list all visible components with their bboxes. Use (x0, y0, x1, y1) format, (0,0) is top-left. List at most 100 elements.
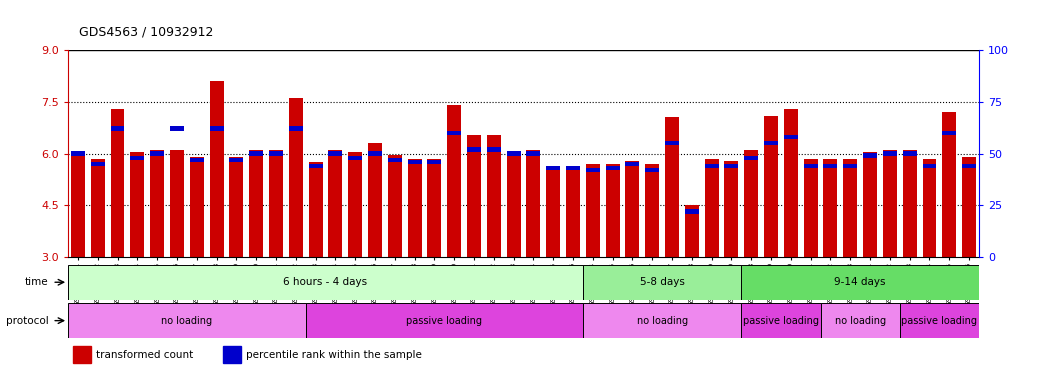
Bar (566, 166, 580, 257)
Bar (665, 118, 678, 257)
Bar (229, 157, 243, 257)
Bar (863, 152, 877, 257)
Bar (387, 157, 402, 162)
Bar (467, 135, 481, 257)
Text: passive loading: passive loading (901, 316, 977, 326)
Bar (605, 166, 620, 170)
Text: protocol: protocol (5, 316, 48, 326)
Bar (527, 150, 540, 257)
Bar (309, 164, 322, 168)
Bar (824, 159, 838, 257)
Text: no loading: no loading (161, 316, 213, 326)
Bar (899, 303, 979, 338)
Bar (583, 303, 741, 338)
Text: passive loading: passive loading (743, 316, 819, 326)
Text: 6 hours - 4 days: 6 hours - 4 days (284, 277, 367, 287)
Bar (547, 167, 560, 257)
Text: GDS4563 / 10932912: GDS4563 / 10932912 (79, 25, 213, 38)
Bar (289, 98, 303, 257)
Bar (685, 209, 698, 214)
Text: percentile rank within the sample: percentile rank within the sample (246, 349, 422, 359)
Bar (131, 156, 144, 160)
Bar (71, 151, 85, 156)
Bar (586, 164, 600, 257)
Bar (824, 164, 838, 168)
Bar (583, 265, 741, 300)
Bar (903, 150, 916, 257)
Bar (306, 303, 583, 338)
Bar (843, 164, 857, 168)
Bar (903, 151, 916, 156)
Bar (467, 147, 481, 152)
Bar (487, 147, 500, 152)
Text: 5-8 days: 5-8 days (640, 277, 685, 287)
Bar (744, 150, 758, 257)
Bar (427, 160, 442, 164)
Bar (566, 166, 580, 170)
Bar (741, 265, 979, 300)
Bar (447, 131, 461, 135)
Bar (962, 164, 976, 168)
Bar (784, 109, 798, 257)
Bar (131, 152, 144, 257)
Bar (91, 159, 105, 257)
Bar (962, 157, 976, 257)
Bar (741, 303, 821, 338)
Bar (665, 141, 678, 146)
Bar (309, 162, 322, 257)
Bar (190, 157, 204, 257)
Text: no loading: no loading (834, 316, 886, 326)
Bar (223, 346, 241, 362)
Bar (625, 161, 640, 257)
Bar (269, 150, 283, 257)
Bar (645, 168, 660, 172)
Bar (725, 164, 738, 168)
Bar (863, 154, 877, 158)
Bar (764, 141, 778, 146)
Bar (922, 159, 936, 257)
Bar (190, 157, 204, 162)
Bar (725, 161, 738, 257)
Bar (170, 126, 184, 131)
Bar (329, 150, 342, 257)
Bar (289, 126, 303, 131)
Bar (685, 205, 698, 257)
Bar (744, 156, 758, 160)
Bar (349, 152, 362, 257)
Bar (645, 164, 660, 257)
Bar (586, 168, 600, 172)
Bar (883, 151, 897, 156)
Bar (507, 154, 520, 257)
Bar (71, 156, 85, 257)
Bar (942, 112, 956, 257)
Bar (209, 126, 223, 131)
Bar (329, 151, 342, 156)
Bar (269, 151, 283, 156)
Bar (249, 151, 263, 156)
Bar (407, 160, 422, 164)
Bar (764, 116, 778, 257)
Text: time: time (25, 277, 48, 287)
Bar (369, 143, 382, 257)
Bar (784, 135, 798, 139)
Text: transformed count: transformed count (95, 349, 193, 359)
Bar (447, 105, 461, 257)
Bar (804, 164, 818, 168)
Bar (843, 159, 857, 257)
Bar (369, 151, 382, 156)
Bar (349, 156, 362, 160)
Bar (883, 150, 897, 257)
Bar (427, 159, 442, 257)
Bar (487, 135, 500, 257)
Bar (705, 159, 718, 257)
Bar (68, 303, 306, 338)
Bar (209, 81, 223, 257)
Bar (111, 126, 125, 131)
Bar (804, 159, 818, 257)
Bar (527, 151, 540, 156)
Bar (605, 164, 620, 257)
Bar (507, 151, 520, 156)
Bar (150, 150, 164, 257)
Bar (705, 164, 718, 168)
Text: 9-14 days: 9-14 days (834, 277, 886, 287)
